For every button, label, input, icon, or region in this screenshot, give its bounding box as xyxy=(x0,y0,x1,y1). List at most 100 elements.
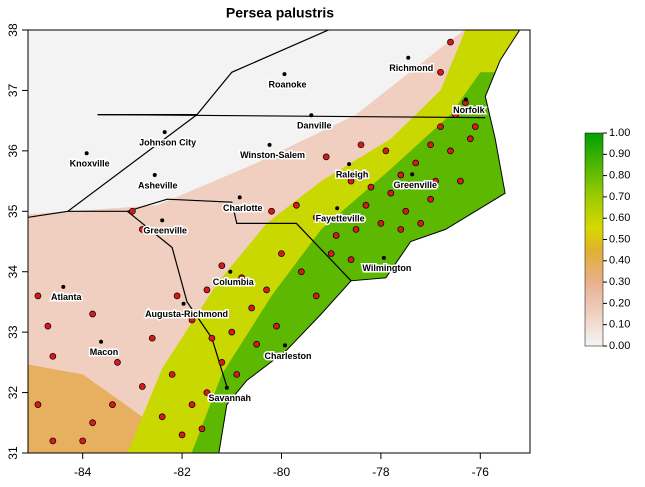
occurrence-point xyxy=(238,274,246,282)
colorbar xyxy=(584,132,604,347)
city-label: Knoxville xyxy=(70,159,110,169)
zone-mid xyxy=(28,364,154,453)
y-tick-label: 38 xyxy=(6,23,20,37)
city-label: Charleston xyxy=(264,351,311,361)
occurrence-point xyxy=(218,262,226,270)
occurrence-point xyxy=(397,171,405,179)
occurrence-point xyxy=(397,226,405,233)
occurrence-point xyxy=(138,226,146,233)
occurrence-point xyxy=(457,177,464,185)
colorbar-tick-label: 0.70 xyxy=(609,191,630,203)
occurrence-point xyxy=(158,413,166,421)
colorbar-tick-label: 0.50 xyxy=(609,233,630,245)
city-label: Raleigh xyxy=(336,170,369,180)
occurrence-point xyxy=(278,250,285,257)
occurrence-point xyxy=(427,141,434,149)
city-label: Richmond xyxy=(389,63,433,73)
occurrence-point xyxy=(357,141,365,149)
y-tick-label: 35 xyxy=(6,204,20,218)
occurrence-point xyxy=(312,213,320,221)
occurrence-point xyxy=(298,268,305,276)
occurrence-point xyxy=(417,220,425,227)
occurrence-point xyxy=(34,292,42,300)
city-label: Johnson City xyxy=(139,137,196,147)
colorbar-tick-label: 0.90 xyxy=(609,148,630,160)
city-dot xyxy=(267,142,272,147)
city-dot xyxy=(282,343,287,348)
occurrence-point xyxy=(114,359,121,366)
occurrence-point xyxy=(253,340,260,348)
occurrence-point xyxy=(387,189,395,197)
occurrence-point xyxy=(452,111,459,118)
occurrence-point xyxy=(188,316,196,324)
occurrence-point xyxy=(382,147,390,155)
city-dot xyxy=(160,218,165,223)
city-dot xyxy=(381,255,386,260)
city-label: Winston-Salem xyxy=(240,150,305,160)
occurrence-point xyxy=(248,304,256,312)
y-tick-label: 33 xyxy=(6,325,20,339)
occurrence-point xyxy=(427,195,434,203)
city-dot xyxy=(152,173,157,178)
city-dot xyxy=(406,55,411,60)
colorbar-tick-label: 0.00 xyxy=(609,340,630,352)
city-dot xyxy=(347,162,352,167)
x-tick-label: -78 xyxy=(372,465,390,479)
occurrence-point xyxy=(467,135,474,143)
y-tick-label: 37 xyxy=(6,83,20,97)
occurrence-point xyxy=(362,201,370,209)
city-label: Roanoke xyxy=(268,79,306,89)
occurrence-point xyxy=(109,401,116,409)
city-label: Savannah xyxy=(209,393,252,403)
city-label: Augusta-Richmond xyxy=(145,309,228,319)
occurrence-point xyxy=(79,437,87,445)
occurrence-point xyxy=(34,401,42,409)
city-dot xyxy=(224,385,229,390)
occurrence-point xyxy=(138,383,146,390)
city-dot xyxy=(162,130,167,135)
occurrence-point xyxy=(208,334,216,342)
city-dot xyxy=(84,151,89,156)
occurrence-point xyxy=(412,159,420,167)
colorbar-tick-label: 0.10 xyxy=(609,319,630,331)
city-label: Norfolk xyxy=(453,105,485,115)
occurrence-point xyxy=(476,105,484,112)
colorbar-tick-label: 0.60 xyxy=(609,212,630,224)
city-dot xyxy=(410,172,415,177)
occurrence-point xyxy=(89,419,96,427)
city-label: Asheville xyxy=(138,180,178,190)
occurrence-point xyxy=(432,177,439,185)
occurrence-point xyxy=(322,153,330,161)
occurrence-point xyxy=(168,371,176,378)
y-tick-label: 32 xyxy=(6,386,20,400)
occurrence-point xyxy=(178,431,186,439)
city-label: Columbia xyxy=(213,277,255,287)
colorbar-tick-label: 0.80 xyxy=(609,170,630,182)
occurrence-point xyxy=(437,123,444,131)
city-label: Danville xyxy=(297,121,332,131)
y-tick-label: 34 xyxy=(6,265,20,279)
occurrence-point xyxy=(263,286,270,294)
occurrence-point xyxy=(218,359,226,366)
city-label: Greenville xyxy=(393,180,437,190)
occurrence-point xyxy=(402,207,410,215)
occurrence-point xyxy=(89,310,96,318)
city-label: Atlanta xyxy=(51,292,82,302)
occurrence-point xyxy=(312,292,320,300)
occurrence-point xyxy=(471,123,479,131)
occurrence-point xyxy=(188,401,196,409)
occurrence-point xyxy=(228,328,236,336)
coastline xyxy=(218,30,521,453)
city-label: Wilmington xyxy=(362,263,411,273)
occurrence-point xyxy=(203,389,211,396)
y-tick-label: 36 xyxy=(6,144,20,158)
colorbar-tick-label: 1.00 xyxy=(609,127,630,139)
occurrence-point xyxy=(129,207,136,215)
city-dot xyxy=(309,113,314,118)
occurrence-point xyxy=(367,183,375,191)
state-border xyxy=(97,30,330,116)
city-dot xyxy=(181,301,186,306)
city-label: Greenville xyxy=(143,226,187,236)
occurrence-point xyxy=(332,232,340,239)
x-tick-label: -76 xyxy=(472,465,490,479)
